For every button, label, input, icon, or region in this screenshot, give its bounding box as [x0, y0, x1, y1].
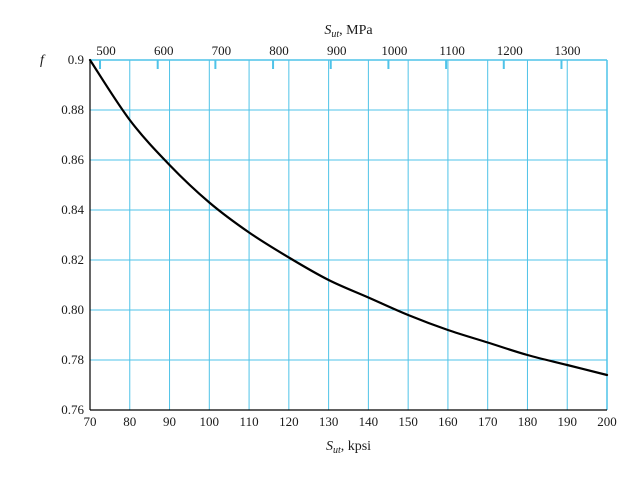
f-curve-line	[88, 58, 609, 377]
x-tick-label: 80	[123, 414, 136, 429]
top-tick-label: 500	[96, 43, 116, 58]
grid-layer	[89, 59, 608, 411]
y-tick-label: 0.86	[61, 152, 84, 167]
x-tick-label: 200	[597, 414, 617, 429]
x-tick-label: 160	[438, 414, 458, 429]
x-tick-label: 110	[240, 414, 259, 429]
x-tick-label: 130	[319, 414, 339, 429]
y-tick-label: 0.76	[61, 402, 84, 417]
y-tick-label: 0.88	[61, 102, 84, 117]
bottom-axis-title: Sut, kpsi	[326, 439, 371, 456]
y-tick-label: 0.80	[61, 302, 84, 317]
top-tick-label: 600	[154, 43, 174, 58]
y-tick-label: 0.78	[61, 352, 84, 367]
top-tick-label: 1200	[497, 43, 523, 58]
y-tick-label: 0.84	[61, 202, 84, 217]
x-tick-label: 70	[84, 414, 97, 429]
x-tick-label: 170	[478, 414, 498, 429]
label-layer: 70 80 90 100 110 120 130 140 150 160 170 180 190 200 0…	[40, 23, 617, 456]
y-tick-label: 0.82	[61, 252, 84, 267]
top-tick-label: 800	[269, 43, 289, 58]
x-tick-label: 140	[359, 414, 379, 429]
plot-frame	[89, 59, 608, 411]
top-tick-label: 700	[212, 43, 232, 58]
top-tick-label: 900	[327, 43, 347, 58]
x-tick-label: 90	[163, 414, 176, 429]
top-tick-label: 1000	[381, 43, 407, 58]
x-tick-label: 180	[518, 414, 538, 429]
top-axis-title: Sut, MPa	[324, 23, 373, 40]
x-tick-label: 150	[398, 414, 418, 429]
top-tick-label: 1100	[439, 43, 465, 58]
curve-layer	[88, 58, 609, 377]
top-tick-label: 1300	[554, 43, 580, 58]
x-tick-label: 100	[200, 414, 220, 429]
x-tick-label: 190	[557, 414, 577, 429]
x-tick-label: 120	[279, 414, 299, 429]
y-axis-title: f	[40, 53, 46, 68]
y-tick-label: 0.9	[68, 52, 84, 67]
